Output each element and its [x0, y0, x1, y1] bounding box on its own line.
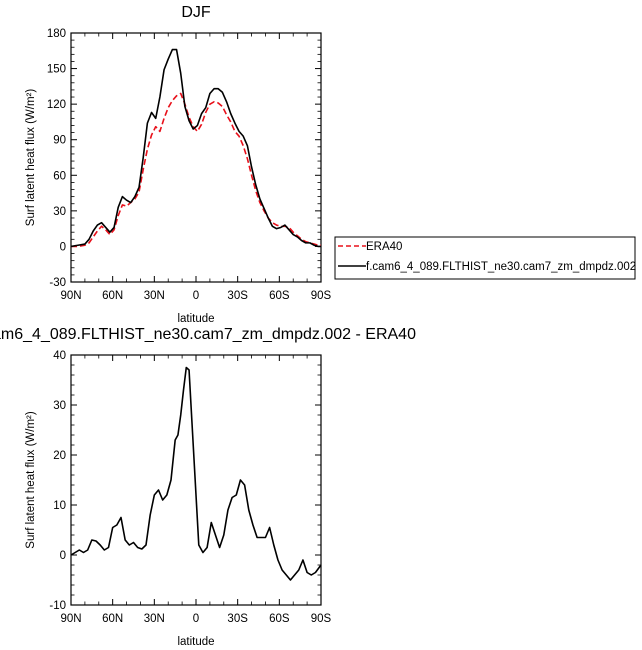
- legend-label-model: f.cam6_4_089.FLTHIST_ne30.cam7_zm_dmpdz.…: [366, 261, 636, 273]
- x-tick-label: 0: [193, 613, 199, 625]
- x-axis-label: latitude: [177, 636, 214, 648]
- y-tick-label: -10: [49, 600, 66, 612]
- x-tick-label: 60S: [269, 290, 290, 302]
- x-axis-label: latitude: [177, 313, 214, 325]
- plot-title: DJF: [181, 4, 211, 21]
- y-tick-label: 30: [53, 206, 66, 218]
- x-tick-label: 30N: [144, 613, 165, 625]
- plot-djf: DJF -30 0 30 60 90 120 150 180 90N 60N 30N 0 30S 60S…: [25, 4, 332, 325]
- tick-marks: [70, 32, 322, 283]
- x-tick-label: 90N: [60, 290, 81, 302]
- series-line-1: [71, 92, 321, 248]
- y-tick-label: 0: [60, 550, 66, 562]
- x-tick-label: 60S: [269, 613, 290, 625]
- series-line-1: [70, 366, 322, 581]
- legend-label-era40: ERA40: [366, 241, 402, 253]
- y-tick-label: 10: [53, 500, 66, 512]
- y-tick-label: 150: [47, 64, 66, 76]
- x-tick-label: 90S: [311, 290, 332, 302]
- x-tick-label: 0: [193, 290, 199, 302]
- x-tick-label: 30S: [227, 613, 248, 625]
- y-axis-label: Surf latent heat flux (W/m²): [25, 89, 37, 227]
- y-tick-label: 20: [53, 450, 66, 462]
- x-tick-label: 30N: [144, 290, 165, 302]
- y-tick-label: 120: [47, 99, 66, 111]
- data-lines: [70, 48, 321, 248]
- y-tick-label: 30: [53, 400, 66, 412]
- y-axis-label: Surf latent heat flux (W/m²): [25, 411, 37, 549]
- y-tick-label: 0: [60, 241, 66, 253]
- x-tick-label: 60N: [102, 290, 123, 302]
- y-tick-label: 90: [53, 135, 66, 147]
- tick-marks: [70, 354, 322, 606]
- y-tick-label: -30: [49, 277, 66, 289]
- series-line-2: [70, 48, 321, 248]
- y-tick-labels: -10 0 10 20 30 40: [49, 350, 66, 612]
- x-tick-label: 90N: [60, 613, 81, 625]
- plot-difference: cam6_4_089.FLTHIST_ne30.cam7_zm_dmpdz.00…: [0, 326, 416, 648]
- plot-frame: [70, 354, 322, 606]
- x-tick-label: 30S: [227, 290, 248, 302]
- y-tick-labels: -30 0 30 60 90 120 150 180: [47, 28, 66, 289]
- x-tick-label: 90S: [311, 613, 332, 625]
- legend: ERA40 f.cam6_4_089.FLTHIST_ne30.cam7_zm_…: [334, 236, 636, 280]
- x-tick-labels: 90N 60N 30N 0 30S 60S 90S: [60, 290, 331, 302]
- y-tick-label: 180: [47, 28, 66, 40]
- data-lines: [70, 366, 322, 581]
- x-tick-label: 60N: [102, 613, 123, 625]
- x-tick-labels: 90N 60N 30N 0 30S 60S 90S: [60, 613, 331, 625]
- y-tick-label: 40: [53, 350, 66, 362]
- plot-title: cam6_4_089.FLTHIST_ne30.cam7_zm_dmpdz.00…: [0, 326, 416, 343]
- legend-box: [334, 236, 636, 280]
- plot-frame: [70, 32, 322, 283]
- y-tick-label: 60: [53, 170, 66, 182]
